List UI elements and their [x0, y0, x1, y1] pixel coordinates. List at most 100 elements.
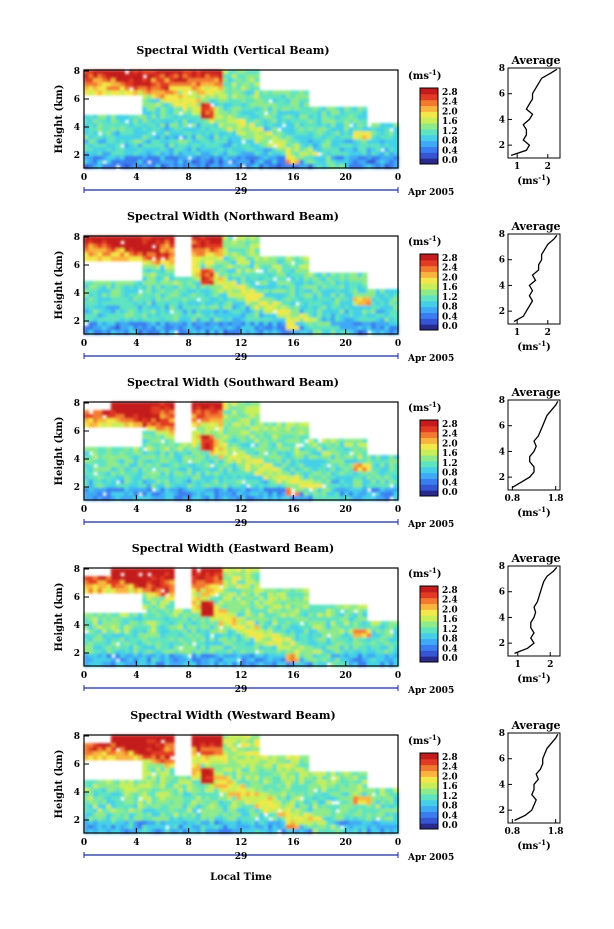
heatmap-cell	[155, 317, 162, 323]
heatmap-cell	[375, 491, 381, 497]
heatmap-cell	[151, 442, 157, 448]
heatmap-cell	[263, 459, 269, 465]
heatmap-cell	[128, 285, 135, 290]
heatmap-cell	[142, 641, 148, 647]
heatmap-cell	[357, 276, 364, 282]
heatmap-cell	[227, 621, 233, 627]
heatmap-cell	[128, 248, 135, 254]
heatmap-cell	[232, 430, 238, 436]
heatmap-cell	[330, 123, 337, 129]
heatmap-cell	[119, 248, 126, 254]
heatmap-cell	[200, 495, 207, 501]
heatmap-cell	[200, 410, 207, 416]
heatmap-cell	[84, 451, 90, 456]
heatmap-cell	[366, 143, 372, 149]
heatmap-cell	[326, 106, 332, 112]
heatmap-cell	[169, 455, 175, 461]
heatmap-cell	[375, 289, 381, 295]
heatmap-cell	[110, 155, 117, 161]
heatmap-cell	[178, 467, 184, 473]
heatmap-cell	[258, 135, 265, 141]
heatmap-cell	[200, 418, 207, 424]
heatmap-cell	[241, 410, 247, 416]
profile-x-label-exponent: -1	[538, 173, 546, 182]
heatmap-cell	[191, 612, 198, 618]
heatmap-cell	[245, 317, 251, 323]
heatmap-cell	[187, 163, 193, 169]
heatmap-cell	[236, 467, 242, 473]
heatmap-cell	[384, 143, 390, 149]
heatmap-cell	[151, 139, 157, 145]
heatmap-cell	[160, 572, 166, 578]
heatmap-cell	[142, 280, 148, 286]
heatmap-cell	[317, 329, 323, 335]
heatmap-cell	[241, 406, 247, 412]
heatmap-cell	[97, 78, 103, 84]
heatmap-cell	[223, 455, 229, 461]
heatmap-cell	[299, 321, 305, 327]
heatmap-cell	[110, 471, 117, 477]
heatmap-cell	[232, 272, 238, 278]
heatmap-cell	[218, 608, 224, 614]
heatmap-cell	[137, 252, 144, 258]
heatmap-cell	[151, 459, 157, 465]
heatmap-cell	[384, 459, 390, 465]
heatmap-cell	[258, 641, 265, 647]
heatmap-cell	[357, 487, 364, 493]
heatmap-cell	[241, 252, 247, 258]
heatmap-cell	[92, 321, 99, 327]
heatmap-cell	[276, 293, 283, 299]
heatmap-cell	[146, 487, 153, 493]
heatmap-cell	[241, 430, 247, 436]
heatmap-cell	[101, 70, 108, 75]
heatmap-cell	[218, 70, 224, 75]
heatmap-cell	[200, 463, 207, 469]
heatmap-cell	[169, 321, 175, 327]
heatmap-cell	[160, 649, 166, 655]
heatmap-cell	[236, 572, 242, 578]
heatmap-cell	[146, 301, 153, 307]
heatmap-cell	[371, 135, 377, 141]
heatmap-cell	[92, 451, 99, 456]
heatmap-cell	[299, 471, 305, 477]
heatmap-cell	[182, 463, 189, 469]
heatmap-cell	[393, 147, 399, 153]
heatmap-cell	[236, 248, 242, 254]
heatmap-cell	[321, 114, 328, 120]
heatmap-cell	[241, 309, 247, 315]
heatmap-cell	[281, 309, 287, 315]
heatmap-cell	[241, 645, 247, 651]
heatmap-cell	[173, 82, 180, 88]
heatmap-cell	[254, 70, 260, 75]
heatmap-cell	[272, 106, 278, 112]
heatmap-cell	[164, 159, 171, 165]
heatmap-cell	[200, 617, 207, 622]
heatmap-cell	[88, 471, 94, 477]
heatmap-cell	[214, 317, 220, 323]
panel-title: Spectral Width (Vertical Beam)	[136, 44, 329, 57]
heatmap-cell	[241, 301, 247, 307]
heatmap-cell	[209, 406, 215, 412]
heatmap-cell	[124, 487, 130, 493]
heatmap-cell	[294, 459, 301, 465]
heatmap-cell	[84, 90, 90, 96]
heatmap-cell	[205, 301, 211, 307]
heatmap-cell	[241, 402, 247, 407]
heatmap-cell	[245, 321, 251, 327]
heatmap-cell	[236, 471, 242, 477]
heatmap-cell	[209, 78, 215, 84]
heatmap-cell	[169, 317, 175, 323]
heatmap-cell	[214, 588, 220, 594]
heatmap-cell	[84, 163, 90, 169]
heatmap-cell	[299, 289, 305, 295]
heatmap-cell	[205, 309, 211, 315]
heatmap-cell	[200, 98, 207, 104]
heatmap-cell	[362, 289, 368, 295]
heatmap-cell	[249, 280, 256, 286]
heatmap-cell	[124, 313, 130, 319]
heatmap-cell	[124, 86, 130, 92]
heatmap-cell	[205, 317, 211, 323]
heatmap-cell	[303, 260, 310, 266]
heatmap-cell	[164, 280, 171, 286]
heatmap-cell	[92, 123, 99, 129]
